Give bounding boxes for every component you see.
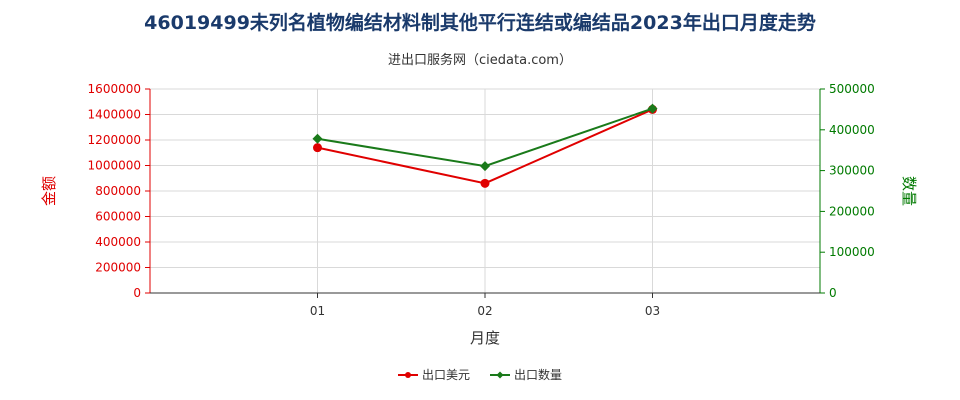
left-tick-label: 1600000 xyxy=(88,82,141,96)
left-tick-label: 1400000 xyxy=(88,108,141,122)
left-tick-label: 0 xyxy=(133,286,141,300)
left-tick-label: 1200000 xyxy=(88,133,141,147)
legend-label-2: 出口数量 xyxy=(514,367,562,382)
left-tick-label: 600000 xyxy=(95,210,141,224)
data-point-2 xyxy=(480,161,490,172)
legend-marker-1 xyxy=(405,372,411,378)
right-axis-label: 数量 xyxy=(900,176,918,206)
x-tick-label: 02 xyxy=(477,304,492,318)
data-point-1 xyxy=(313,143,322,153)
right-tick-label: 400000 xyxy=(829,123,875,137)
left-tick-label: 200000 xyxy=(95,261,141,275)
legend: 出口美元 出口数量 xyxy=(398,367,562,382)
right-tick-label: 100000 xyxy=(829,245,875,259)
data-point-1 xyxy=(480,178,490,188)
data-point-2 xyxy=(312,133,323,144)
x-tick-label: 03 xyxy=(645,304,660,318)
chart-subtitle: 进出口服务网（ciedata.com） xyxy=(388,53,572,68)
left-tick-label: 400000 xyxy=(95,235,141,249)
right-tick-label: 500000 xyxy=(829,82,875,96)
right-tick-label: 200000 xyxy=(829,204,875,218)
grid-lines xyxy=(150,88,821,294)
series-group xyxy=(312,103,658,188)
data-point-2 xyxy=(647,103,658,114)
chart-title: 46019499未列名植物编结材料制其他平行连结或编结品2023年出口月度走势 xyxy=(144,12,816,34)
right-tick-label: 300000 xyxy=(829,164,875,178)
x-tick-label: 01 xyxy=(310,304,325,318)
right-axis-ticks: 0 100000 200000 300000 400000 500000 xyxy=(820,82,875,300)
left-tick-label: 800000 xyxy=(95,184,141,198)
right-tick-label: 0 xyxy=(829,286,837,300)
left-tick-label: 1000000 xyxy=(88,159,141,173)
legend-label-1: 出口美元 xyxy=(422,368,470,382)
legend-marker-2 xyxy=(496,371,504,379)
left-axis-ticks: 0 200000 400000 600000 800000 1000000 1200000 1… xyxy=(88,82,150,300)
x-axis-ticks: 01 02 03 xyxy=(310,293,660,318)
left-axis-label: 金额 xyxy=(40,176,58,206)
x-axis-label: 月度 xyxy=(470,329,500,347)
